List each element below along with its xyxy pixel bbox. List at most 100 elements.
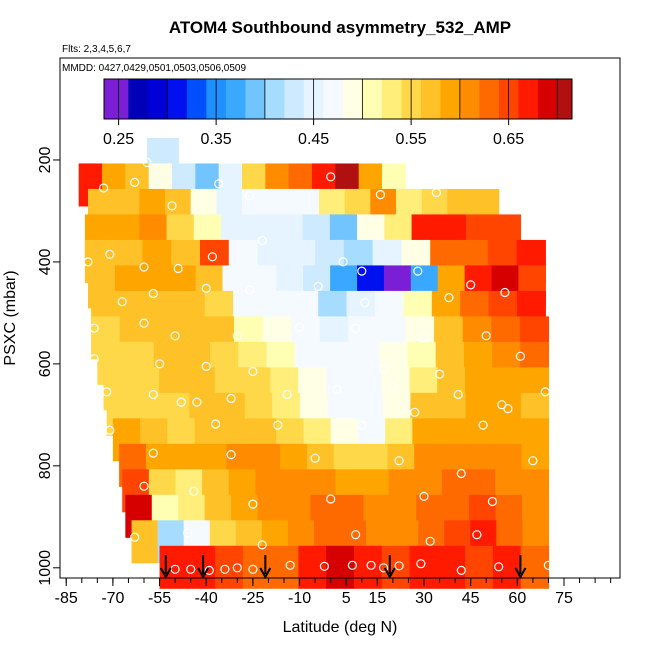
sample-point [105, 249, 115, 259]
sample-point [444, 293, 454, 303]
sample-point [313, 281, 323, 291]
sample-point [139, 318, 149, 328]
sample-point [117, 297, 127, 307]
sample-points [83, 157, 554, 576]
sample-point [130, 177, 140, 187]
heat-cell [465, 545, 494, 589]
sample-point [419, 333, 429, 343]
x-axis-label: Latitude (deg N) [283, 619, 398, 636]
colorbar-swatch [420, 79, 441, 119]
sample-point [431, 188, 441, 198]
sample-point [248, 564, 258, 574]
sample-point [453, 389, 463, 400]
sample-point [379, 364, 389, 374]
heat-cell [131, 520, 159, 564]
sample-point [351, 530, 361, 540]
sample-point [139, 262, 149, 272]
arrow-icon [259, 567, 272, 580]
heat-cell [298, 545, 327, 589]
y-tick-label: 200 [37, 147, 54, 174]
colorbar-swatch [147, 79, 168, 119]
sample-point [248, 366, 258, 377]
colorbar-swatch [459, 79, 480, 119]
sample-point [201, 361, 211, 371]
sample-point [351, 323, 361, 333]
arrow-icon [159, 567, 172, 580]
sample-point [357, 266, 367, 276]
heatmap [78, 137, 550, 589]
sample-point [379, 563, 389, 573]
colorbar-swatch [537, 79, 558, 119]
sample-point [456, 468, 466, 479]
sample-point [357, 420, 367, 430]
sample-point [139, 481, 149, 491]
sample-point [282, 389, 292, 400]
sample-point [410, 172, 420, 182]
colorbar-swatch [518, 79, 539, 119]
heat-cell [159, 545, 188, 589]
sample-point [207, 252, 217, 262]
sample-point [456, 565, 466, 576]
sample-point [285, 560, 295, 570]
dates-label: MMDD: 0427,0429,0501,0503,0506,0509 [62, 63, 246, 74]
sample-point [413, 266, 423, 276]
sample-point [326, 172, 336, 182]
sample-point [173, 263, 183, 274]
sample-point [189, 486, 199, 496]
sample-point [176, 397, 186, 407]
y-axis: 200 400 600 800 1000 [37, 147, 60, 586]
sample-point [105, 425, 115, 435]
x-tick-label: 30 [415, 590, 433, 607]
colorbar-tick-label: 0.65 [493, 131, 524, 148]
sample-point [388, 382, 398, 392]
sample-point [102, 387, 112, 397]
colorbar-swatch [362, 79, 383, 119]
sample-point [257, 540, 267, 550]
arrow-icon [197, 567, 209, 580]
heat-cell [270, 545, 300, 589]
colorbar-swatch [104, 79, 129, 119]
heat-cell [492, 545, 522, 589]
sample-point [148, 389, 158, 400]
heat-cell [215, 545, 244, 589]
colorbar-swatch [381, 79, 402, 119]
sample-point [375, 190, 385, 200]
sample-point [319, 561, 329, 571]
sample-point [394, 561, 404, 571]
x-tick-label: -55 [148, 590, 171, 607]
colorbar-swatch [342, 79, 363, 119]
x-tick-label: 5 [342, 590, 351, 607]
sample-point [425, 536, 435, 546]
colorbar-tick-label: 0.35 [201, 131, 232, 148]
y-tick-label: 1000 [37, 550, 54, 586]
sample-point [148, 448, 158, 458]
heat-cell [242, 545, 272, 589]
plot-frame [59, 57, 621, 579]
sample-point [89, 354, 99, 364]
x-tick-label: -25 [241, 590, 264, 607]
colorbar-tick-label: 0.55 [396, 131, 427, 148]
colorbar-swatch [440, 79, 461, 119]
y-tick-label: 800 [37, 452, 54, 479]
colorbar: 0.25 0.35 0.45 0.55 0.65 [103, 78, 573, 148]
sample-point [515, 351, 526, 361]
sample-point [186, 564, 196, 574]
flights-label: Flts: 2,3,4,5,6,7 [62, 44, 131, 55]
sample-point [366, 560, 376, 570]
sample-point [226, 393, 236, 404]
sample-point [416, 559, 426, 569]
sample-point [89, 323, 99, 333]
sample-point [543, 560, 554, 570]
sample-point [410, 407, 420, 417]
sample-point [326, 494, 336, 504]
sample-point [338, 257, 348, 267]
sample-point [347, 560, 357, 570]
sample-point [170, 331, 180, 341]
sample-point [494, 562, 504, 572]
x-tick-label: 15 [368, 590, 386, 607]
x-tick-label: 75 [555, 590, 573, 607]
sample-point [232, 563, 242, 573]
sample-point [226, 450, 236, 460]
sample-point [167, 201, 177, 211]
colorbar-swatch [225, 79, 246, 119]
